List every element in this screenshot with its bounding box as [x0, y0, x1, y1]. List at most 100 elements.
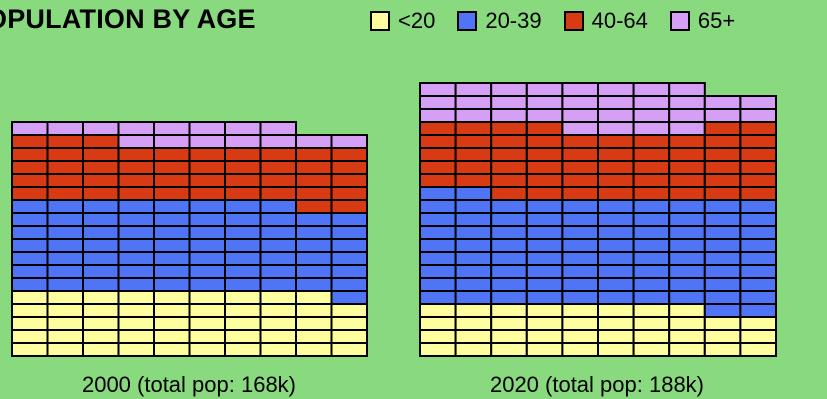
waffle-cell-20-39	[490, 251, 528, 266]
waffle-cell-40-64	[419, 121, 457, 136]
waffle-cell-20-39	[454, 186, 493, 201]
waffle-cell-20-39	[295, 225, 333, 240]
waffle-cell-40-64	[561, 147, 600, 162]
waffle-cell-40-64	[525, 134, 564, 149]
waffle-cell-20-39	[419, 225, 457, 240]
waffle-cell-20-39	[224, 264, 262, 279]
waffle-cell-20-39	[330, 290, 368, 305]
waffle-cell-under-20	[153, 342, 191, 357]
waffle-cell-20-39	[454, 199, 493, 214]
waffle-cell-under-20	[295, 290, 333, 305]
waffle-cell-65-plus	[259, 121, 297, 136]
waffle-cell-40-64	[259, 186, 297, 201]
waffle-cell-20-39	[117, 264, 155, 279]
waffle-cell-under-20	[490, 342, 528, 357]
waffle-cell-under-20	[224, 290, 262, 305]
waffle-cell-40-64	[153, 160, 191, 175]
waffle-cell-under-20	[188, 290, 226, 305]
waffle-cell-40-64	[490, 173, 528, 188]
waffle-cell-40-64	[490, 134, 528, 149]
waffle-cell-40-64	[668, 173, 706, 188]
waffle-cell-40-64	[739, 121, 778, 136]
waffle-cell-40-64	[739, 173, 778, 188]
waffle-cell-65-plus	[490, 108, 528, 123]
waffle-cell-20-39	[46, 277, 84, 292]
waffle-cell-20-39	[11, 212, 49, 227]
waffle-cell-40-64	[561, 134, 600, 149]
waffle-cell-under-20	[668, 303, 706, 318]
waffle-cell-under-20	[330, 303, 368, 318]
waffle-cell-40-64	[295, 173, 333, 188]
waffle-cell-40-64	[117, 160, 155, 175]
waffle-cell-40-64	[188, 147, 226, 162]
waffle-cell-40-64	[330, 186, 368, 201]
waffle-cell-20-39	[153, 199, 191, 214]
waffle-cell-65-plus	[419, 108, 457, 123]
waffle-cell-65-plus	[597, 108, 635, 123]
waffle-cell-40-64	[703, 160, 742, 175]
waffle-cell-20-39	[188, 264, 226, 279]
waffle-cell-65-plus	[561, 82, 600, 97]
waffle-cell-20-39	[561, 238, 600, 253]
waffle-cell-20-39	[703, 238, 742, 253]
waffle-cell-40-64	[561, 186, 600, 201]
waffle-cell-20-39	[597, 199, 635, 214]
legend-item-65-plus: 65+	[669, 8, 735, 34]
waffle-cell-under-20	[188, 316, 226, 331]
waffle-cell-20-39	[11, 251, 49, 266]
waffle-cell-under-20	[82, 316, 120, 331]
waffle-cell-under-20	[295, 303, 333, 318]
waffle-cell-20-39	[153, 212, 191, 227]
waffle-cell-under-20	[739, 342, 778, 357]
waffle-cell-20-39	[295, 251, 333, 266]
waffle-cell-under-20	[597, 303, 635, 318]
waffle-cell-20-39	[153, 264, 191, 279]
waffle-cell-20-39	[188, 251, 226, 266]
waffle-cell-under-20	[419, 329, 457, 344]
waffle-cell-20-39	[454, 225, 493, 240]
waffle-cell-40-64	[454, 121, 493, 136]
waffle-cell-20-39	[454, 251, 493, 266]
waffle-cell-40-64	[11, 173, 49, 188]
waffle-cell-40-64	[703, 173, 742, 188]
waffle-cell-40-64	[490, 186, 528, 201]
waffle-cell-20-39	[597, 264, 635, 279]
waffle-cell-20-39	[525, 251, 564, 266]
waffle-cell-40-64	[419, 173, 457, 188]
waffle-cell-20-39	[739, 238, 778, 253]
waffle-cell-under-20	[11, 303, 49, 318]
waffle-cell-40-64	[82, 186, 120, 201]
waffle-cell-40-64	[668, 186, 706, 201]
waffle-cell-20-39	[11, 277, 49, 292]
waffle-cell-20-39	[454, 212, 493, 227]
waffle-cell-20-39	[46, 212, 84, 227]
waffle-cell-20-39	[668, 238, 706, 253]
waffle-cell-20-39	[525, 212, 564, 227]
waffle-cell-20-39	[11, 264, 49, 279]
waffle-cell-under-20	[295, 316, 333, 331]
waffle-cell-under-20	[11, 290, 49, 305]
waffle-cell-65-plus	[188, 134, 226, 149]
waffle-cell-under-20	[632, 329, 671, 344]
waffle-cell-20-39	[224, 199, 262, 214]
waffle-cell-under-20	[82, 342, 120, 357]
waffle-cell-20-39	[330, 212, 368, 227]
waffle-cell-65-plus	[117, 134, 155, 149]
waffle-cell-20-39	[525, 277, 564, 292]
waffle-cell-20-39	[525, 199, 564, 214]
waffle-cell-20-39	[490, 290, 528, 305]
waffle-cell-65-plus	[454, 108, 493, 123]
waffle-cell-under-20	[224, 303, 262, 318]
waffle-cell-40-64	[454, 134, 493, 149]
waffle-cell-20-39	[739, 225, 778, 240]
caption-2020: 2020 (total pop: 188k)	[490, 372, 704, 397]
waffle-cell-20-39	[454, 277, 493, 292]
waffle-cell-40-64	[490, 121, 528, 136]
waffle-cell-40-64	[703, 121, 742, 136]
waffle-cell-20-39	[117, 251, 155, 266]
waffle-cell-under-20	[703, 316, 742, 331]
waffle-cell-40-64	[597, 147, 635, 162]
waffle-cell-65-plus	[703, 95, 742, 110]
waffle-cell-under-20	[739, 316, 778, 331]
waffle-cell-40-64	[46, 147, 84, 162]
